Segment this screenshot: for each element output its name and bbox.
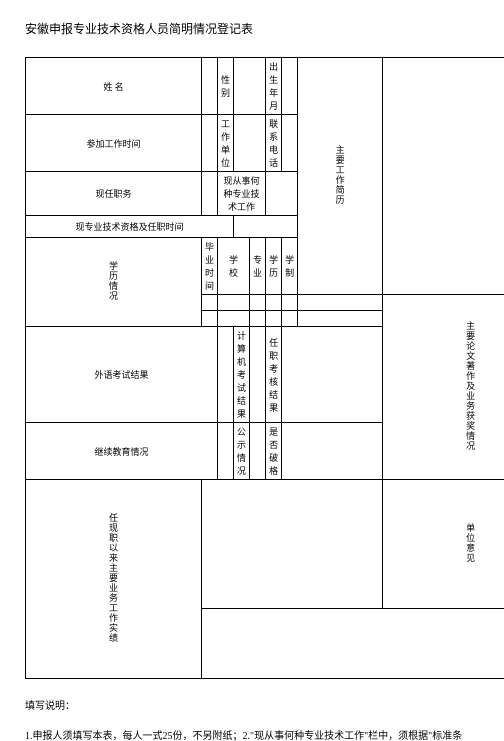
label-resume: 主要工作简历	[298, 58, 383, 295]
label-contact: 联系电话	[266, 115, 282, 172]
label-birth: 出生年月	[266, 58, 282, 115]
label-mainwork: 任现职以来主要业务工作实绩	[26, 480, 202, 679]
form-title: 安徽申报专业技术资格人员简明情况登记表	[25, 20, 479, 37]
label-currentpos: 现任职务	[26, 172, 202, 216]
label-pass: 是否破格	[266, 423, 282, 480]
label-contedu: 继续教育情况	[26, 423, 218, 480]
label-gradtime: 毕业时间	[202, 238, 218, 295]
label-thesis: 主要论文著作及业务获奖情况	[383, 295, 504, 480]
instruction-1: 1.申报人须填写本表，每人一式25份，不另附纸；2."现从事何种专业技术工作"栏…	[25, 729, 479, 741]
label-name: 姓 名	[26, 58, 202, 115]
registration-table: 姓 名 性别 出生年月 主要工作简历 参加工作时间 工作单位 联系电话 现任职务…	[25, 57, 504, 679]
label-posexam: 任职考核结果	[266, 327, 282, 423]
label-unitop: 单位意见	[383, 480, 504, 609]
label-edu: 学历情况	[26, 238, 202, 327]
label-currentqual: 现专业技术资格及任职时间	[26, 216, 234, 238]
label-currentwork: 现从事何种专业技术工作	[218, 172, 266, 216]
instructions-section: 填写说明： 1.申报人须填写本表，每人一式25份，不另附纸；2."现从事何种专业…	[25, 699, 479, 741]
label-major: 专业	[250, 238, 266, 295]
label-computer: 计算机考试结果	[234, 327, 250, 423]
label-foreign: 外语考试结果	[26, 327, 218, 423]
label-publicity: 公示情况	[234, 423, 250, 480]
label-workstart: 参加工作时间	[26, 115, 202, 172]
label-studysys: 学制	[282, 238, 298, 295]
label-school: 学 校	[218, 238, 250, 295]
label-workunit: 工作单位	[218, 115, 234, 172]
label-gender: 性别	[218, 58, 234, 115]
label-edulevel: 学历	[266, 238, 282, 295]
